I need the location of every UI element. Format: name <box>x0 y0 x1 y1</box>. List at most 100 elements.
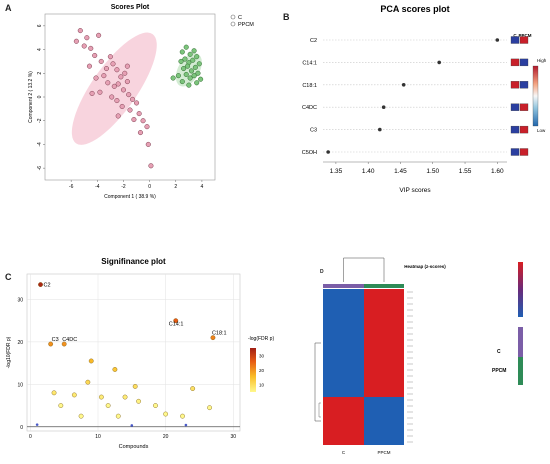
significant-point <box>163 411 169 417</box>
significant-point <box>48 341 54 347</box>
panel-c-letter: C <box>5 272 12 282</box>
data-point-c <box>110 61 116 67</box>
heatmap-colour-scale <box>518 262 523 317</box>
legend-marker <box>230 14 236 20</box>
colorbar-title: -log(FDR p) <box>248 336 274 342</box>
significant-point <box>105 403 111 408</box>
colorbar-tick-label: 20 <box>259 368 265 373</box>
x-tick-label: 10 <box>95 434 101 440</box>
data-point-c <box>115 113 121 119</box>
chart-title: PCA scores plot <box>380 4 449 14</box>
vip-cell <box>510 58 520 67</box>
data-point-c <box>109 94 115 100</box>
significant-point <box>112 367 118 372</box>
data-point-c <box>107 54 113 60</box>
vip-cell <box>519 58 529 67</box>
data-point-ppcm <box>183 71 189 78</box>
data-point-c <box>93 75 99 81</box>
insignificant-point <box>130 424 134 427</box>
significant-point <box>78 413 84 419</box>
data-point-c <box>105 80 111 86</box>
significant-point <box>58 403 64 408</box>
legend-marker <box>230 21 236 27</box>
y-tick-label: 30 <box>17 297 23 303</box>
data-point-c <box>140 118 146 124</box>
group-legend-ppcm-label: PPCM <box>492 368 506 374</box>
chart-title: Scores Plot <box>111 4 150 11</box>
data-point-c <box>122 70 128 76</box>
data-point-ppcm <box>191 48 197 54</box>
group-bar-c <box>323 284 364 288</box>
heatmap-cell <box>323 289 364 397</box>
heatmap-cell <box>323 397 364 445</box>
category-label: C4DC <box>302 105 317 111</box>
data-point-ppcm <box>170 75 176 81</box>
data-point-ppcm <box>188 68 195 74</box>
colorbar <box>250 348 256 392</box>
significant-point <box>210 335 216 341</box>
vip-scores-plot: PCA scores plot C2 C14:1 C18:1 C4DC C3 C5OH 1.3… <box>302 4 547 194</box>
vip-point <box>326 150 330 154</box>
data-point-c <box>81 43 87 49</box>
significant-point <box>38 282 43 288</box>
category-label: C18:1 <box>302 83 317 89</box>
x-tick-label: 0 <box>29 434 32 440</box>
point-label: C14:1 <box>169 322 184 328</box>
x-axis-label: Compounds <box>119 444 149 450</box>
data-point-ppcm <box>186 82 192 88</box>
data-point-c <box>97 89 103 95</box>
significant-point <box>122 394 128 400</box>
legend-col-label: C <box>513 33 517 38</box>
group-legend-c-label: C <box>497 349 501 355</box>
significant-point <box>136 398 141 404</box>
data-point-c <box>77 28 83 34</box>
data-point-c <box>101 73 107 79</box>
legend-col-label: PPCM <box>518 33 531 38</box>
data-point-ppcm <box>181 65 187 72</box>
vip-point <box>495 38 500 42</box>
data-point-c <box>88 45 94 51</box>
y-tick-label: -4 <box>37 142 43 147</box>
x-tick-label: 1.35 <box>330 168 343 175</box>
panel-b-letter: B <box>283 12 290 22</box>
data-point-c <box>126 92 132 98</box>
panel-b: B PCA scores plot C2 C14:1 C18:1 C4DC C3 C5OH 1… <box>275 0 550 225</box>
data-point-ppcm <box>192 64 198 70</box>
data-point-c <box>127 107 133 113</box>
category-label: C5OH <box>302 150 317 156</box>
y-axis-label: Component 2 ( 13.2 %) <box>28 71 34 123</box>
data-point-c <box>118 74 124 80</box>
x-tick-label: -6 <box>69 184 74 190</box>
chart-title: Signifinance plot <box>101 257 166 266</box>
x-tick-label: 1.55 <box>459 168 472 175</box>
vip-cell <box>519 81 529 89</box>
data-point-c <box>103 65 110 72</box>
data-point-ppcm <box>183 44 189 50</box>
group-legend-ppcm-swatch <box>518 357 523 385</box>
y-tick-label: 4 <box>37 48 43 51</box>
significant-point <box>98 394 104 400</box>
data-point-c <box>98 58 104 64</box>
vip-point <box>381 105 386 109</box>
panel-a-letter: A <box>5 3 12 13</box>
y-tick-label: -2 <box>37 118 43 123</box>
column-label: PPCM <box>377 450 390 455</box>
significant-point <box>61 341 67 347</box>
y-tick-label: 20 <box>17 340 23 346</box>
point-label: C18:1 <box>212 331 227 337</box>
data-point-c <box>96 32 102 38</box>
y-axis-label: -log10(FDR p) <box>6 336 12 368</box>
data-point-ppcm <box>182 56 188 62</box>
x-axis-label: VIP scores <box>399 187 431 194</box>
vip-cell <box>510 103 520 111</box>
data-point-ppcm <box>187 75 193 81</box>
significant-point <box>71 392 77 398</box>
y-tick-label: 0 <box>20 425 23 431</box>
x-tick-label: -4 <box>95 184 100 190</box>
y-tick-label: -6 <box>37 166 43 171</box>
scores-plot: Scores Plot -6 -4 -2 0 2 4 -6 -4 -2 0 2 4 6 Component … <box>28 4 254 200</box>
point-label: C4DC <box>62 337 77 343</box>
vip-cell <box>510 36 520 44</box>
point-label: C3 <box>52 337 59 343</box>
panel-d-letter: D <box>320 269 324 275</box>
